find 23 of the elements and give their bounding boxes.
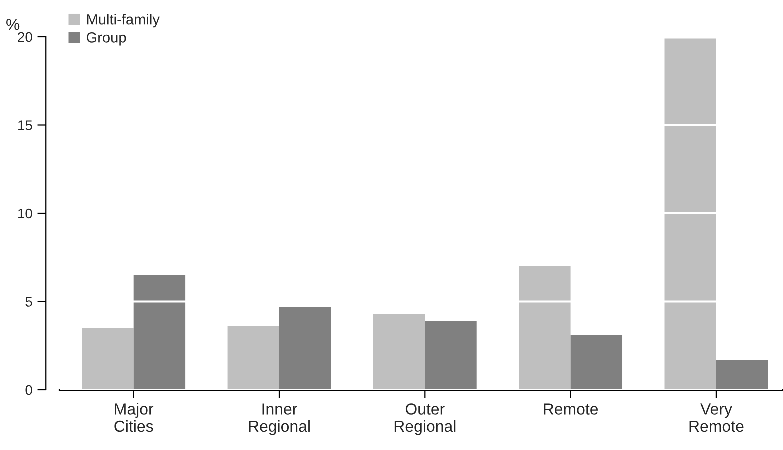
y-tick-label: 5 [26, 297, 32, 307]
x-tick-label: Remote [544, 404, 598, 415]
bar [373, 314, 426, 390]
legend-label: Group [86, 32, 126, 46]
bar [664, 38, 716, 390]
y-tick-label: 0 [26, 385, 32, 396]
bar [519, 266, 571, 390]
bar [280, 307, 332, 390]
x-tick-label: Major Cities [114, 403, 154, 432]
bar [134, 275, 186, 390]
bar [570, 335, 623, 390]
bar [716, 360, 768, 390]
y-tick-label: 15 [18, 120, 32, 130]
bar [228, 326, 280, 390]
x-tick-label: Outer Regional [394, 404, 456, 436]
y-tick-label: 10 [18, 208, 32, 219]
x-tick-label: Very Remote [690, 404, 744, 432]
bar [425, 321, 477, 390]
y-axis-title: % [6, 19, 20, 30]
x-tick-label: Inner Regional [249, 404, 310, 436]
bar [82, 328, 134, 390]
y-tick-label: 20 [18, 32, 32, 42]
legend-label: Multi-family [87, 14, 160, 28]
